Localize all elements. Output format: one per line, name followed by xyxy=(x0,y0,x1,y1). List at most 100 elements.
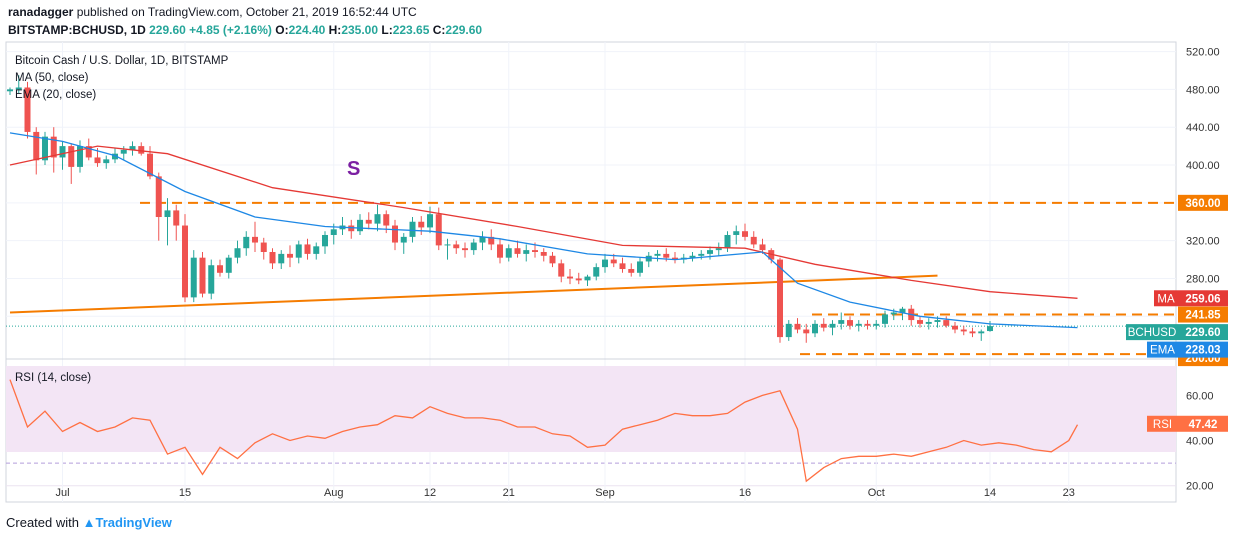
low-label: L: xyxy=(381,23,393,37)
tradingview-brand[interactable]: TradingView xyxy=(95,515,172,530)
date-tick-label: Oct xyxy=(868,487,885,499)
candle-body xyxy=(164,210,171,218)
candle-body xyxy=(497,244,503,258)
ma-value-tag xyxy=(1178,290,1228,307)
symbol-name[interactable]: BITSTAMP:BCHUSD, 1D xyxy=(8,23,146,37)
candle-body xyxy=(715,248,722,251)
chart-title: Bitcoin Cash / U.S. Dollar, 1D, BITSTAMP xyxy=(15,55,229,67)
candle-body xyxy=(42,136,48,161)
candle-body xyxy=(435,214,442,246)
date-tick-label: 12 xyxy=(424,487,436,499)
candle-body xyxy=(820,323,827,328)
candle-body xyxy=(409,221,416,237)
candle-body xyxy=(313,246,320,254)
candle-body xyxy=(68,146,75,167)
candle-body xyxy=(943,320,950,326)
rsi-name-tag xyxy=(1147,415,1178,432)
candle-body xyxy=(77,146,83,167)
candle-body xyxy=(540,252,547,256)
candle-body xyxy=(890,312,897,315)
candle-body xyxy=(418,221,425,228)
ema-name-tag xyxy=(1147,341,1178,358)
candle-body xyxy=(252,236,258,243)
candle-body xyxy=(383,214,390,226)
price-tick-label: 400.00 xyxy=(1186,160,1220,172)
candle-body xyxy=(173,210,180,226)
candle-body xyxy=(287,253,293,258)
candle-body xyxy=(523,250,530,254)
candle-body xyxy=(759,244,766,251)
candle-body xyxy=(794,323,801,330)
rsi-title: RSI (14, close) xyxy=(15,372,91,384)
rsi-value-text: 47.42 xyxy=(1189,419,1218,431)
candle-body xyxy=(785,323,792,338)
pattern-annotation: S xyxy=(347,158,360,180)
candle-body xyxy=(392,225,398,243)
candle-body xyxy=(234,248,241,258)
last-price: 229.60 xyxy=(149,23,186,37)
candle-body xyxy=(987,326,993,332)
candle-body xyxy=(637,261,643,273)
candle-body xyxy=(374,214,381,224)
price-value-tag xyxy=(1178,324,1228,341)
candle-body xyxy=(628,269,635,273)
date-tick-label: 15 xyxy=(179,487,191,499)
legend-ema[interactable]: EMA (20, close) xyxy=(15,89,96,101)
candle-body xyxy=(155,176,162,218)
candle-body xyxy=(85,146,92,158)
open-label: O: xyxy=(275,23,289,37)
candle-body xyxy=(672,257,678,260)
candle-body xyxy=(243,236,250,249)
candle-body xyxy=(260,242,267,252)
candle-body xyxy=(969,331,976,334)
candle-body xyxy=(549,255,556,264)
author-name[interactable]: ranadagger xyxy=(8,5,74,19)
rsi-band-fill xyxy=(6,366,1176,452)
rsi-pane xyxy=(9,379,1079,483)
candle-body xyxy=(479,236,486,243)
candle-body xyxy=(742,231,748,237)
candle-body xyxy=(208,265,215,294)
price-pane xyxy=(7,75,1078,343)
legend-ma[interactable]: MA (50, close) xyxy=(15,72,89,84)
date-tick-label: 14 xyxy=(984,487,996,499)
candle-body xyxy=(103,159,110,164)
candle-body xyxy=(812,323,818,334)
candle-body xyxy=(847,320,853,326)
candle-body xyxy=(733,231,740,235)
candle-body xyxy=(190,257,197,298)
candle-body xyxy=(217,265,223,273)
rsi-value-tag xyxy=(1178,415,1228,432)
open-value: 224.40 xyxy=(288,23,326,37)
rsi-name-text: RSI xyxy=(1153,419,1172,431)
ma-50-line xyxy=(9,145,1078,299)
candle-body xyxy=(50,136,57,158)
candle-body xyxy=(33,131,40,161)
tradingview-logo-icon[interactable]: ▲ xyxy=(82,515,96,530)
price-name-text: BCHUSD xyxy=(1128,327,1177,339)
high-label: H: xyxy=(328,23,342,37)
price-tick-label: 520.00 xyxy=(1186,47,1220,59)
candle-body xyxy=(829,323,836,328)
candle-body xyxy=(689,255,696,258)
publish-text: published on TradingView.com, October 21… xyxy=(76,5,417,19)
candle-body xyxy=(453,244,460,249)
date-tick-label: 21 xyxy=(503,487,515,499)
candle-body xyxy=(330,229,337,235)
candle-body xyxy=(400,236,407,243)
candle-body xyxy=(488,236,495,245)
candle-body xyxy=(199,257,206,294)
price-change: +4.85 (+2.16%) xyxy=(189,23,272,37)
candle-body xyxy=(917,320,923,324)
ema-20-line xyxy=(9,132,1078,329)
candle-body xyxy=(803,329,810,334)
candle-body xyxy=(593,267,600,277)
candle-body xyxy=(24,87,31,132)
candle-body xyxy=(120,149,127,154)
candle-body xyxy=(322,234,328,247)
price-value-text: 229.60 xyxy=(1185,327,1220,339)
candle-body xyxy=(138,146,145,154)
candle-body xyxy=(532,250,538,252)
candle-body xyxy=(505,248,512,258)
